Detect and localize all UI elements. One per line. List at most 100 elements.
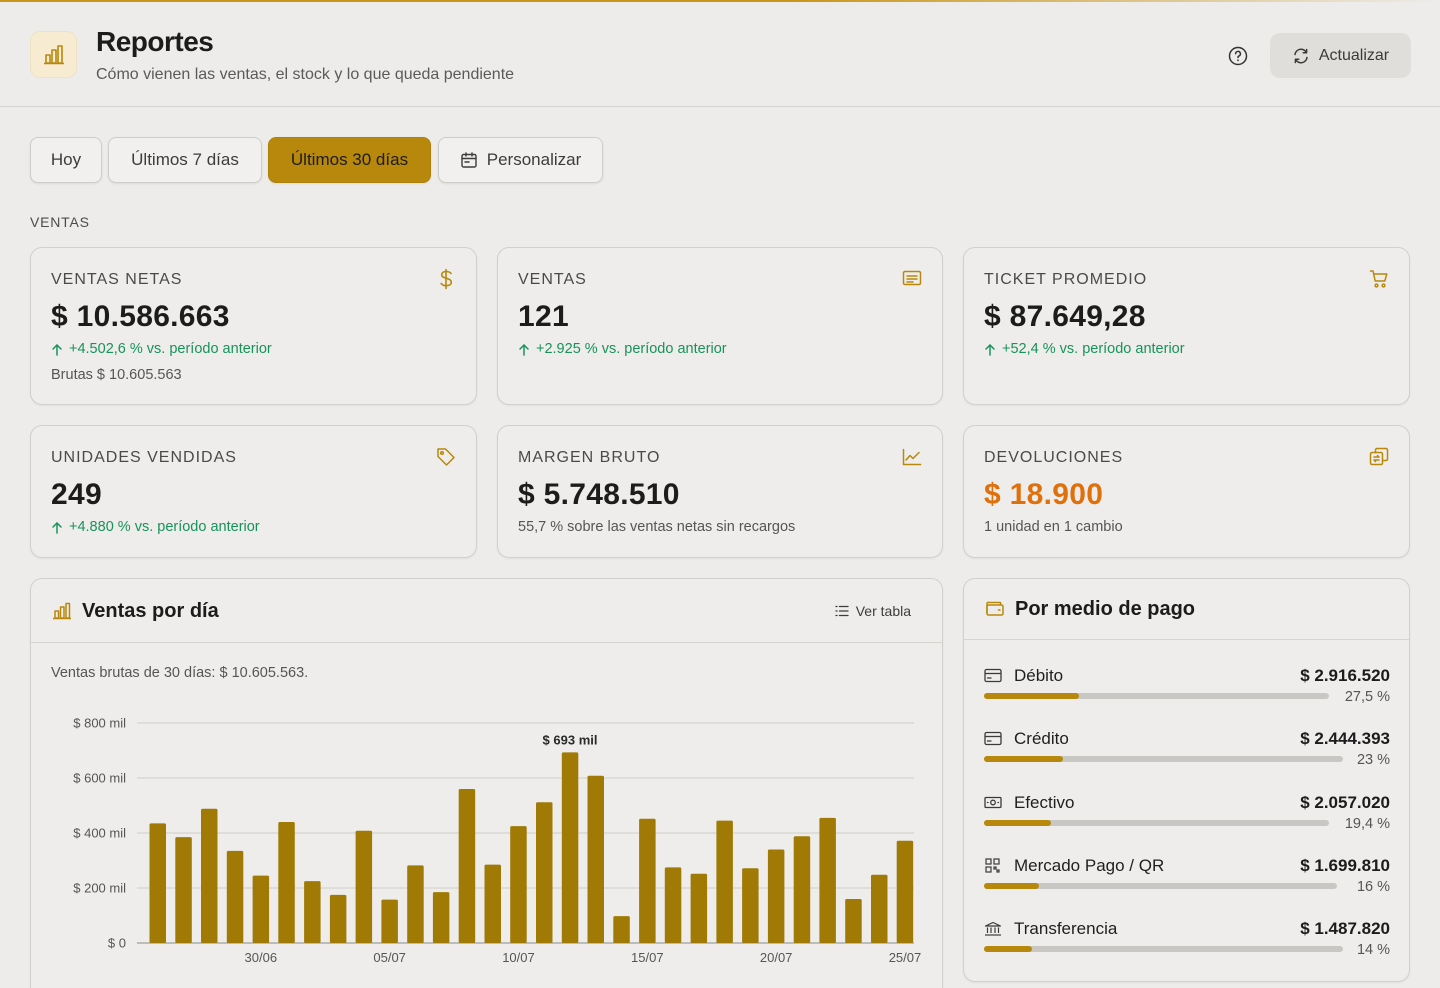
refresh-button[interactable]: Actualizar <box>1270 33 1411 78</box>
sales-by-day-panel: Ventas por día Ver tabla Ventas brutas d… <box>30 578 943 988</box>
payment-row: Mercado Pago / QR $ 1.699.810 16 % <box>984 853 1390 913</box>
arrow-up-icon <box>985 343 995 356</box>
panel-title: Ventas por día <box>82 600 219 622</box>
page-subtitle: Cómo vienen las ventas, el stock y lo qu… <box>96 66 515 83</box>
kpi-value: $ 10.586.663 <box>51 300 230 333</box>
panel-title: Por medio de pago <box>1015 598 1196 620</box>
payment-share-fill <box>984 946 1033 952</box>
chart-bar <box>278 822 295 943</box>
list-icon <box>835 605 849 617</box>
payment-name: Efectivo <box>1014 793 1075 812</box>
kpi-label: TICKET PROMEDIO <box>984 271 1148 288</box>
chart-bar <box>793 836 811 943</box>
x-tick-label: 20/07 <box>760 950 793 965</box>
range-30-days-button[interactable]: Últimos 30 días <box>268 137 431 183</box>
section-label-ventas: VENTAS <box>30 214 90 230</box>
payment-share-bar <box>984 946 1343 952</box>
payment-name: Débito <box>1014 666 1064 685</box>
chart-bar <box>819 817 836 943</box>
chart-bar <box>381 899 398 943</box>
chart-bar <box>716 820 733 943</box>
bar-chart-icon <box>52 601 72 621</box>
chart-bar <box>613 916 630 943</box>
payment-row: Transferencia $ 1.487.820 14 % <box>984 916 1390 976</box>
peak-value-label: $ 693 mil <box>543 732 598 747</box>
kpi-value: 121 <box>518 300 569 333</box>
chart-bar <box>226 850 244 943</box>
help-button[interactable] <box>1226 44 1250 68</box>
kpi-note: Brutas $ 10.605.563 <box>51 367 182 383</box>
qr-icon <box>984 858 1002 874</box>
y-tick-label: $ 600 mil <box>73 771 126 786</box>
kpi-delta-text: +4.880 % vs. período anterior <box>69 519 260 535</box>
payment-name: Crédito <box>1014 729 1069 748</box>
payment-amount: $ 2.444.393 <box>1300 729 1390 748</box>
arrow-up-icon <box>52 343 62 356</box>
payment-row: Crédito $ 2.444.393 23 % <box>984 726 1390 786</box>
kpi-delta-text: +52,4 % vs. período anterior <box>1002 341 1185 357</box>
x-tick-label: 15/07 <box>631 950 664 965</box>
range-custom-button[interactable]: Personalizar <box>438 137 603 183</box>
kpi-note: 1 unidad en 1 cambio <box>984 519 1123 535</box>
chart-bar <box>252 875 270 943</box>
kpi-value: $ 18.900 <box>984 478 1104 511</box>
payment-percent: 23 % <box>1356 752 1390 768</box>
chart-bar <box>742 868 759 943</box>
payment-share-bar <box>984 883 1337 889</box>
range-today-button[interactable]: Hoy <box>30 137 102 183</box>
range-7-days-button[interactable]: Últimos 7 días <box>108 137 262 183</box>
chart-bar <box>845 899 862 943</box>
range-30-days-label: Últimos 30 días <box>290 150 409 169</box>
kpi-label: VENTAS <box>518 271 587 288</box>
page-title: Reportes <box>96 26 214 57</box>
kpi-value: 249 <box>51 478 102 511</box>
payment-share-bar <box>984 820 1329 826</box>
kpi-card-ventas: VENTAS 121 +2.925 % vs. período anterior <box>497 247 943 405</box>
range-custom-label: Personalizar <box>486 150 582 169</box>
top-accent-line <box>0 0 1440 2</box>
range-today-label: Hoy <box>50 150 82 169</box>
payment-share-fill <box>984 820 1051 826</box>
payment-share-bar <box>984 693 1329 699</box>
kpi-card-ventas-netas: VENTAS NETAS $ 10.586.663 +4.502,6 % vs.… <box>30 247 477 405</box>
payment-name: Mercado Pago / QR <box>1014 856 1165 875</box>
chart-bar <box>484 864 501 943</box>
refresh-button-label: Actualizar <box>1318 46 1390 64</box>
ver-tabla-label: Ver tabla <box>855 603 911 619</box>
kpi-delta-text: +4.502,6 % vs. período anterior <box>69 341 272 357</box>
refresh-icon <box>1294 48 1308 63</box>
arrow-up-icon <box>519 343 529 356</box>
x-tick-label: 25/07 <box>889 950 922 965</box>
kpi-note: 55,7 % sobre las ventas netas sin recarg… <box>518 519 796 535</box>
kpi-value: $ 87.649,28 <box>984 300 1146 333</box>
payment-percent: 19,4 % <box>1344 816 1390 832</box>
card-icon <box>984 668 1002 684</box>
card-icon <box>984 731 1002 747</box>
ver-tabla-button[interactable]: Ver tabla <box>835 603 911 619</box>
chart-bar <box>355 830 373 943</box>
cash-icon <box>984 795 1002 811</box>
kpi-label: MARGEN BRUTO <box>518 449 661 466</box>
chart-bar <box>458 789 476 943</box>
kpi-card-unidades-vendidas: UNIDADES VENDIDAS 249 +4.880 % vs. perío… <box>30 425 477 558</box>
bar-chart-icon <box>43 44 64 64</box>
payment-percent: 16 % <box>1356 879 1390 895</box>
payment-amount: $ 1.699.810 <box>1300 856 1390 875</box>
page-header: Reportes Cómo vienen las ventas, el stoc… <box>0 2 1440 107</box>
kpi-delta-text: +2.925 % vs. período anterior <box>536 341 727 357</box>
chart-bar <box>304 881 321 943</box>
chart-summary-note: Ventas brutas de 30 días: $ 10.605.563. <box>51 665 309 681</box>
kpi-card-margen-bruto: MARGEN BRUTO $ 5.748.510 55,7 % sobre la… <box>497 425 943 558</box>
payment-percent: 27,5 % <box>1344 689 1390 705</box>
payment-row: Efectivo $ 2.057.020 19,4 % <box>984 790 1390 850</box>
kpi-label: UNIDADES VENDIDAS <box>51 449 237 466</box>
chart-bar <box>432 892 450 943</box>
chart-bar <box>536 802 553 943</box>
dollar-icon <box>436 268 456 290</box>
help-circle-icon <box>1228 46 1248 66</box>
wallet-icon <box>985 599 1005 619</box>
payment-share-fill <box>984 756 1064 762</box>
kpi-card-ticket-promedio: TICKET PROMEDIO $ 87.649,28 +52,4 % vs. … <box>963 247 1410 405</box>
chart-bar <box>329 894 347 943</box>
trend-chart-icon <box>902 447 922 467</box>
